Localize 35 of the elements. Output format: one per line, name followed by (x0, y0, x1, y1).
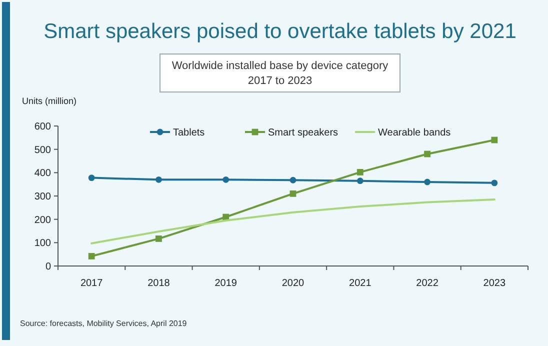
y-tick-label: 200 (34, 214, 52, 226)
point (491, 180, 498, 186)
point (88, 174, 95, 181)
point (290, 190, 296, 197)
x-tick-label: 2018 (148, 278, 170, 289)
y-tick-label: 400 (34, 168, 52, 180)
x-tick-label: 2020 (282, 278, 305, 289)
point (356, 169, 364, 176)
x-tick-label: 2023 (483, 278, 506, 289)
legend-label: Smart speakers (268, 128, 338, 138)
x-tick-label: 2022 (416, 278, 439, 289)
x-tick-label: 2019 (214, 278, 238, 289)
point (88, 253, 95, 260)
source-note: Source: forecasts, Mobility Services, April 2019 (20, 319, 188, 328)
y-axis-title: Units (million) (22, 96, 77, 106)
point (222, 176, 230, 183)
point (156, 236, 162, 242)
y-tick-label: 0 (45, 262, 52, 272)
line-series (90, 198, 496, 244)
chart-title: Smart speakers poised to overtake tablets by 2021 (44, 20, 516, 43)
x-tick-label: 2017 (80, 278, 104, 289)
legend-label: Tablets (173, 128, 205, 138)
y-tick-label: 100 (34, 238, 52, 250)
y-tick-label: 300 (34, 192, 52, 202)
chart-subtitle: Worldwide installed base by device category 2017 to 2023 (172, 60, 389, 87)
y-tick-label: 500 (34, 144, 52, 156)
point (424, 150, 430, 158)
legend-label: Wearable bands (378, 128, 451, 138)
point (156, 176, 162, 183)
point (424, 178, 430, 186)
point (491, 136, 498, 144)
x-tick-label: 2021 (349, 278, 372, 289)
point (356, 178, 364, 184)
point (290, 176, 296, 184)
y-tick-label: 600 (34, 122, 52, 132)
